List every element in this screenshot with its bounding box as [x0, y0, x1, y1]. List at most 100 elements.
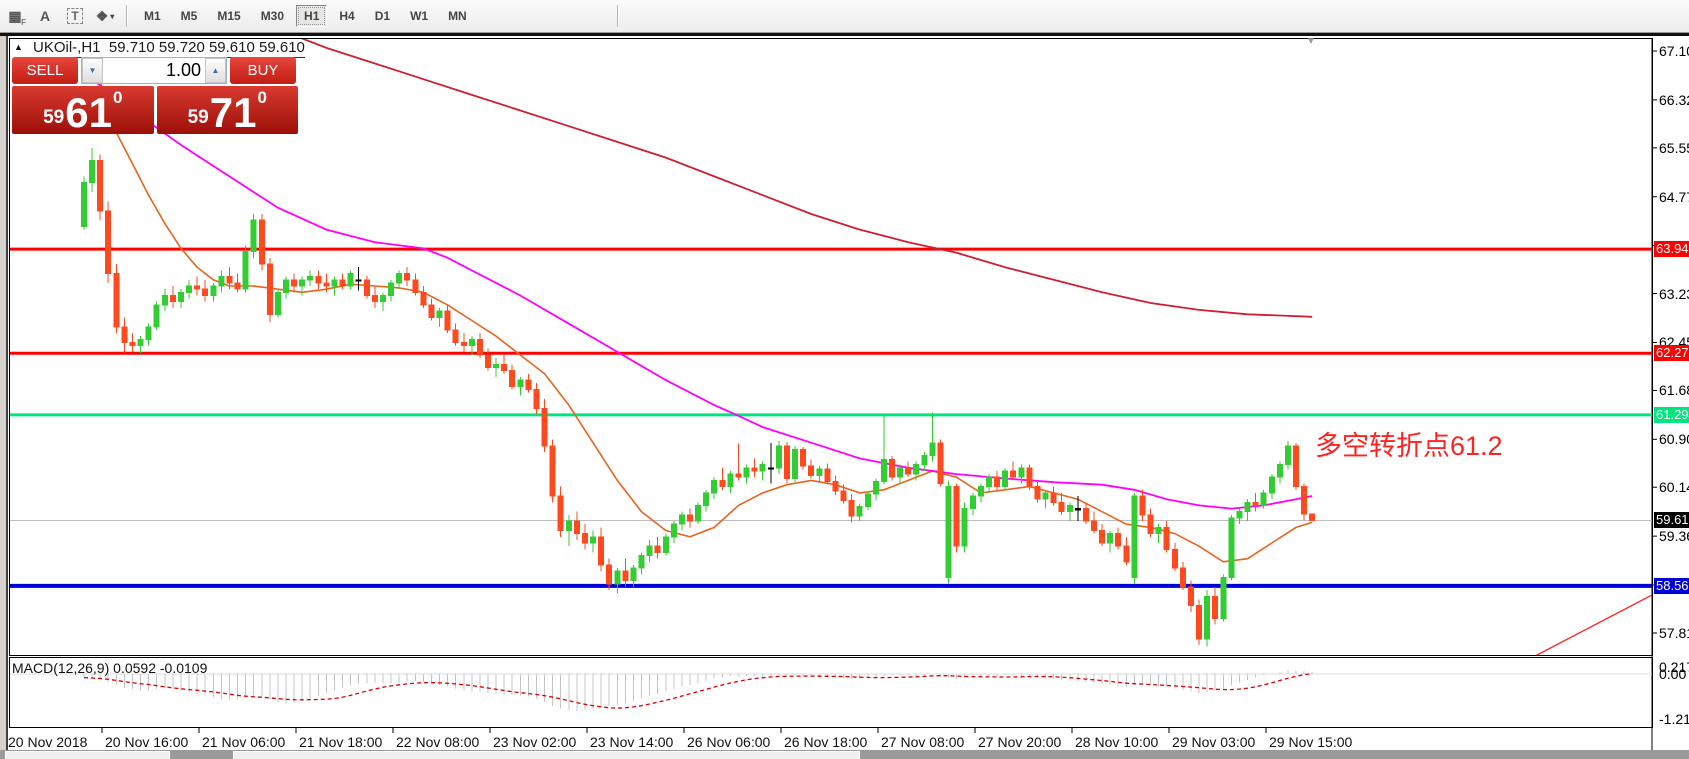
timeframe-bar: M1 M5 M15 M30 H1 H4 D1 W1 MN	[134, 5, 477, 27]
candle-body	[711, 479, 718, 494]
candle-body	[1147, 514, 1154, 535]
candle-body	[937, 442, 944, 484]
candle-body	[929, 442, 936, 456]
time-tick-label: 27 Nov 08:00	[881, 734, 965, 750]
candle-body	[129, 341, 136, 347]
chart-tab[interactable]	[5, 751, 170, 759]
text-tool-icon[interactable]: T	[62, 4, 88, 28]
candle-body	[1139, 495, 1146, 516]
volume-down-button[interactable]: ▼	[82, 58, 103, 83]
price-tick-label: 57.815	[1659, 624, 1689, 641]
shapes-tool-icon[interactable]: ❖ ▾	[92, 4, 118, 28]
candle-body	[969, 495, 976, 510]
chart-text-annotation[interactable]: 多空转折点61.2	[1315, 431, 1503, 461]
candle-body	[509, 370, 516, 387]
candle-body	[848, 499, 855, 517]
candle-body	[533, 388, 540, 409]
candle-body	[687, 514, 693, 522]
candle-body	[1002, 470, 1009, 488]
chevron-down-icon: ▾	[110, 11, 115, 21]
price-tick-label: 60.140	[1659, 479, 1689, 496]
candle-body	[1026, 467, 1033, 488]
sell-price-display[interactable]: 59 61 0	[12, 86, 154, 134]
buy-price-display[interactable]: 59 71 0	[156, 86, 298, 134]
price-flag: 58.567	[1654, 577, 1689, 594]
candle-body	[202, 288, 209, 296]
timeframe-button-h4[interactable]: H4	[339, 9, 355, 23]
macd-signal-value: -0.0109	[159, 660, 208, 676]
sell-price-sup: 0	[112, 88, 123, 107]
time-tick-label: 21 Nov 06:00	[202, 734, 286, 750]
timeframe-button-w1[interactable]: W1	[410, 9, 429, 23]
candle-body	[889, 459, 895, 478]
candle-body	[161, 294, 168, 306]
chart-tab[interactable]	[233, 751, 860, 759]
time-tick-label: 22 Nov 08:00	[396, 734, 480, 750]
grid-glyph: ▦	[8, 7, 22, 24]
candle-body	[751, 467, 758, 472]
candle-body	[331, 279, 338, 287]
timeframe-button-m30[interactable]: M30	[260, 9, 285, 23]
candle-body	[913, 464, 920, 475]
candle-body	[1236, 511, 1243, 519]
candle-body	[1268, 476, 1275, 494]
time-tick-label: 28 Nov 10:00	[1075, 734, 1159, 750]
candle-body	[89, 160, 96, 184]
candle-body	[1107, 533, 1114, 544]
candle-body	[396, 273, 403, 284]
candle-body	[363, 279, 370, 296]
candle-body	[1244, 501, 1251, 513]
candle-body	[218, 276, 225, 287]
candle-body	[792, 449, 799, 479]
candle-body	[840, 490, 847, 501]
candle-body	[210, 285, 217, 296]
grid-template-icon[interactable]: ▦ F	[2, 4, 28, 28]
candle-body	[242, 251, 249, 290]
volume-up-button[interactable]: ▲	[205, 58, 226, 83]
macd-value: 0.0592	[113, 660, 156, 676]
candle-body	[598, 536, 605, 566]
text-label-tool-icon[interactable]: A	[32, 4, 58, 28]
main-chart-layer	[10, 39, 1652, 655]
chart-canvas[interactable]	[0, 36, 1689, 759]
price-tick-label: 59.360	[1659, 528, 1689, 545]
timeframe-button-h1[interactable]: H1	[296, 5, 328, 27]
timeframe-button-m15[interactable]: M15	[217, 9, 241, 23]
candle-body	[1309, 513, 1316, 521]
timeframe-button-m5[interactable]: M5	[180, 9, 198, 23]
candle-body	[97, 160, 104, 212]
candle-body	[800, 449, 807, 467]
chart-tabs-strip	[0, 750, 1689, 759]
timeframe-button-m1[interactable]: M1	[144, 9, 161, 23]
sell-button[interactable]: SELL	[12, 57, 78, 84]
toolbar-separator	[616, 5, 619, 27]
candle-body	[622, 570, 629, 582]
timeframe-button-mn[interactable]: MN	[448, 9, 467, 23]
candle-body	[186, 285, 193, 293]
candle-body	[1099, 530, 1106, 544]
candle-body	[1010, 470, 1017, 478]
chart-window-top-border	[0, 33, 1689, 36]
candle-body	[557, 495, 564, 532]
candle-body	[444, 310, 451, 331]
timeframe-button-d1[interactable]: D1	[374, 9, 391, 23]
candle-body	[517, 379, 524, 387]
ohlc-readout: 59.710 59.720 59.610 59.610	[108, 39, 305, 56]
chart-svg	[4, 38, 1657, 750]
price-flag: 59.610	[1654, 512, 1689, 529]
candle-body	[501, 363, 508, 372]
collapse-triangle-icon[interactable]: ▲	[14, 42, 23, 52]
candle-body	[1091, 520, 1097, 532]
volume-input[interactable]	[103, 58, 205, 83]
candle-body	[1293, 445, 1299, 488]
price-tick-label: 61.685	[1659, 382, 1689, 399]
candle-body	[945, 486, 952, 579]
candle-body	[388, 282, 395, 296]
candle-body	[1301, 486, 1308, 515]
candle-body	[646, 545, 653, 557]
candle-body	[355, 279, 362, 282]
candle-body	[549, 445, 556, 497]
candle-body	[145, 326, 152, 340]
buy-button[interactable]: BUY	[230, 57, 296, 84]
candle-body	[1034, 486, 1041, 500]
